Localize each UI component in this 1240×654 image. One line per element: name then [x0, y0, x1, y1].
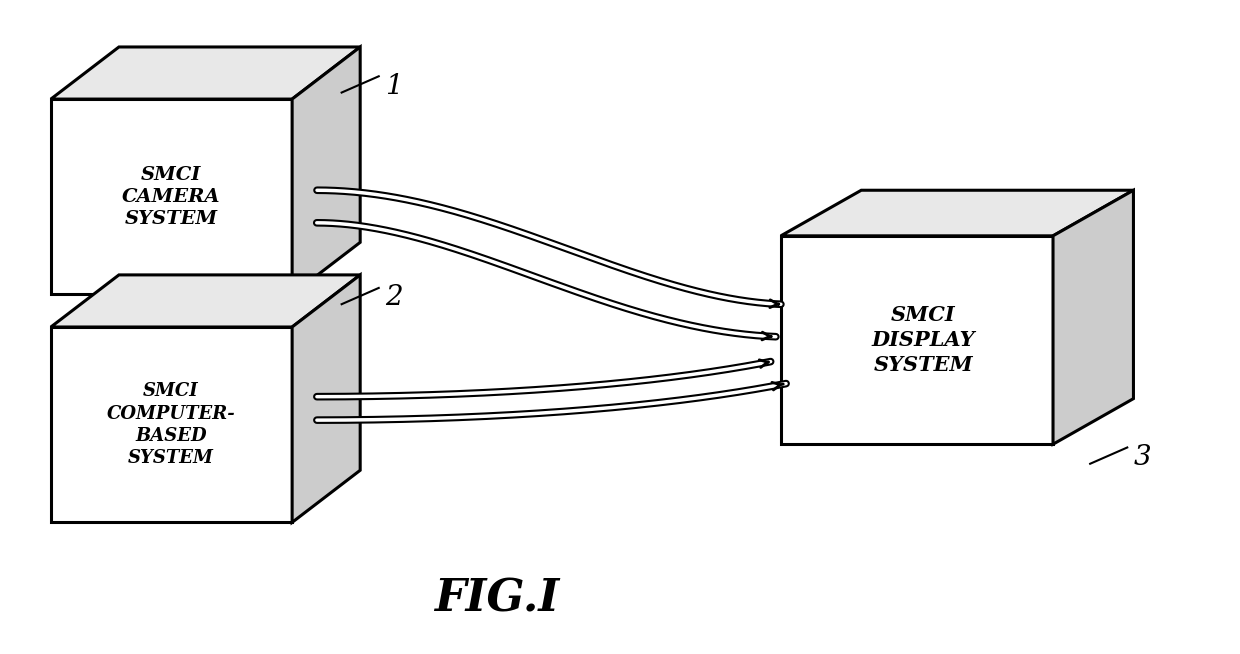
Text: FIG.I: FIG.I: [434, 577, 559, 620]
Text: SMCI
DISPLAY
SYSTEM: SMCI DISPLAY SYSTEM: [872, 305, 975, 375]
Text: 1: 1: [384, 73, 403, 99]
Text: 2: 2: [384, 284, 403, 311]
Polygon shape: [51, 99, 293, 294]
Polygon shape: [293, 275, 360, 523]
Text: SMCI
CAMERA
SYSTEM: SMCI CAMERA SYSTEM: [122, 165, 221, 228]
Text: SMCI
COMPUTER-
BASED
SYSTEM: SMCI COMPUTER- BASED SYSTEM: [107, 383, 236, 467]
Polygon shape: [293, 47, 360, 294]
Polygon shape: [781, 236, 1053, 444]
Polygon shape: [781, 190, 1133, 236]
Polygon shape: [51, 327, 293, 523]
Polygon shape: [51, 275, 360, 327]
Text: 3: 3: [1133, 444, 1151, 471]
Polygon shape: [51, 47, 360, 99]
Polygon shape: [1053, 190, 1133, 444]
